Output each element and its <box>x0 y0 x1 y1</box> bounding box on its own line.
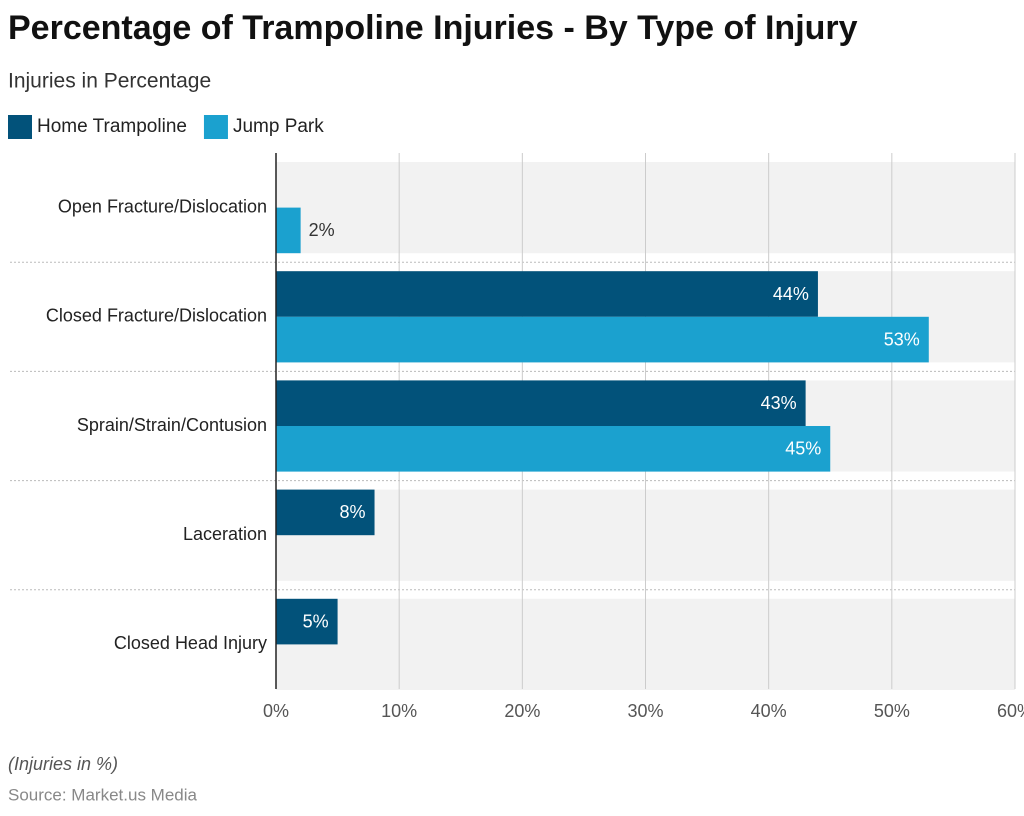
data-label: 43% <box>761 393 797 413</box>
bar <box>276 489 375 536</box>
note: (Injuries in %) <box>8 754 118 774</box>
bar <box>276 380 806 426</box>
bar <box>276 598 338 645</box>
bar <box>276 316 929 363</box>
x-tick-label: 0% <box>263 701 289 721</box>
legend-label: Jump Park <box>233 116 324 137</box>
chart-subtitle: Injuries in Percentage <box>8 70 211 93</box>
y-tick-label: Closed Fracture/Dislocation <box>46 306 267 326</box>
data-label: 53% <box>884 329 920 349</box>
data-label: 8% <box>340 502 366 522</box>
x-tick-label: 40% <box>751 701 787 721</box>
y-tick-label: Closed Head Injury <box>114 633 267 653</box>
y-tick-label: Open Fracture/Dislocation <box>58 196 267 216</box>
legend-label: Home Trampoline <box>37 116 187 137</box>
bar <box>276 271 818 317</box>
bar <box>276 207 301 254</box>
x-tick-label: 30% <box>627 701 663 721</box>
x-tick-label: 20% <box>504 701 540 721</box>
data-label: 45% <box>785 439 821 459</box>
y-tick-label: Laceration <box>183 524 267 544</box>
legend-swatch <box>8 115 32 139</box>
x-tick-label: 50% <box>874 701 910 721</box>
data-label: 2% <box>309 220 335 240</box>
data-label: 44% <box>773 284 809 304</box>
x-tick-label: 10% <box>381 701 417 721</box>
x-tick-label: 60% <box>997 701 1024 721</box>
y-tick-label: Sprain/Strain/Contusion <box>77 415 267 435</box>
data-label: 5% <box>303 611 329 631</box>
source: Source: Market.us Media <box>8 785 198 804</box>
legend-swatch <box>203 115 228 139</box>
chart-title: Percentage of Trampoline Injuries - By T… <box>8 9 858 47</box>
bar <box>276 426 831 472</box>
